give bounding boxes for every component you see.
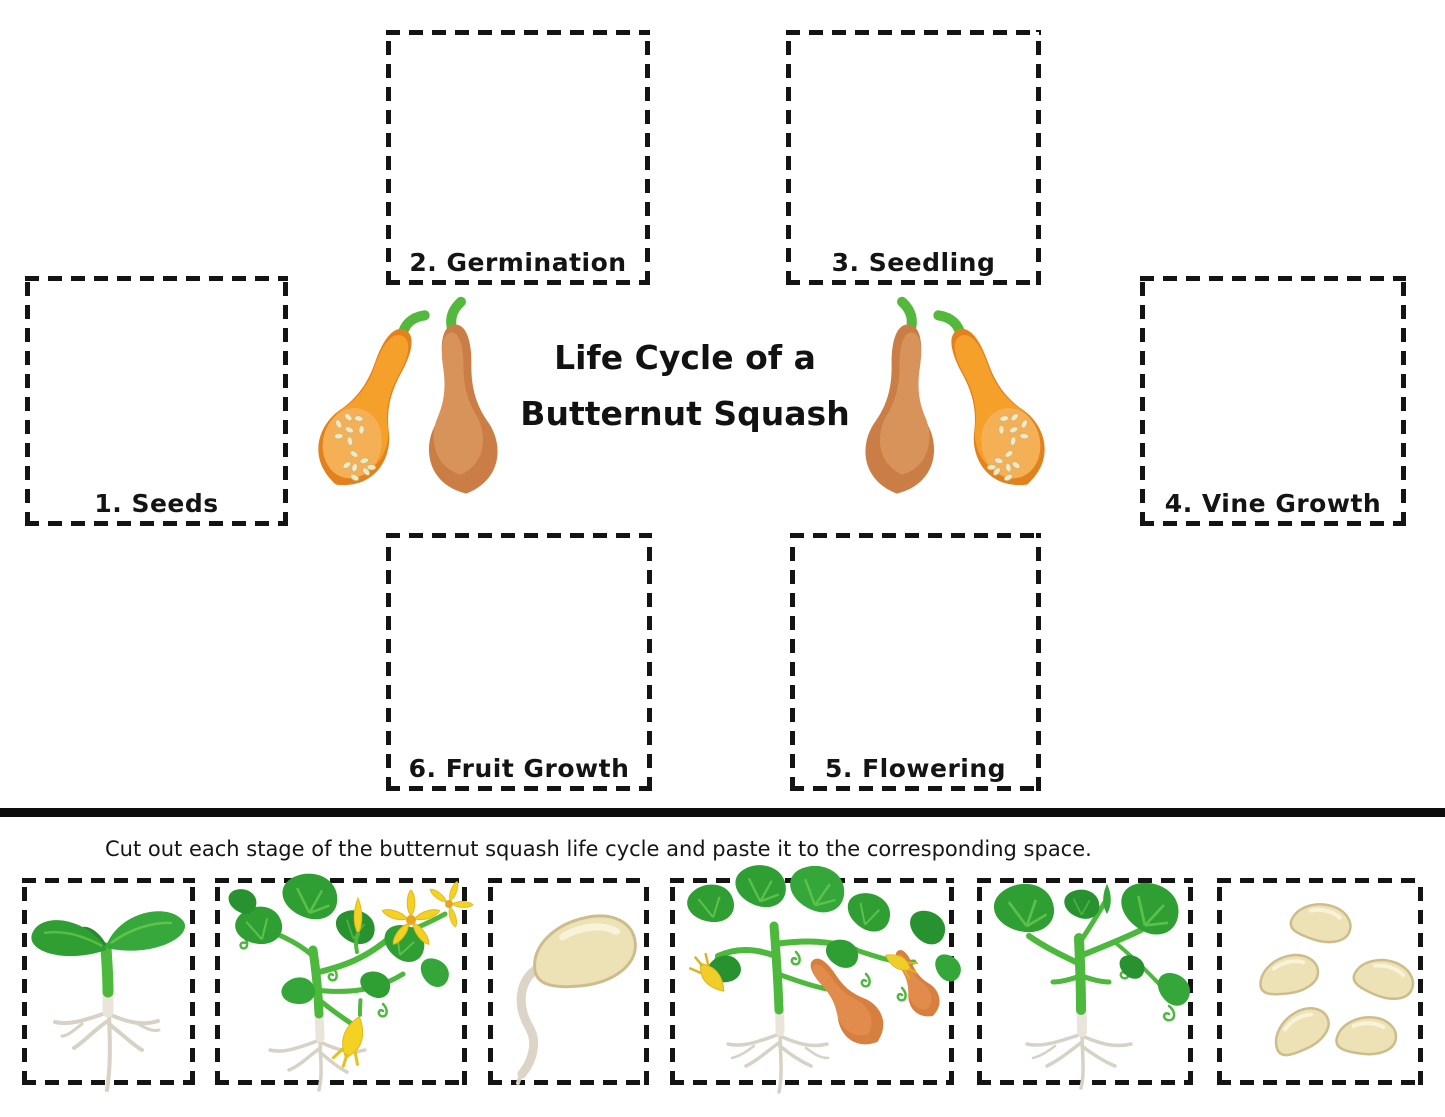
drop-zone-flowering[interactable]: 5. Flowering [790,533,1041,791]
seeds-illustration [1259,903,1415,1057]
butternut-squash-icon [318,296,498,494]
section-divider [0,808,1445,817]
page-title-line2: Butternut Squash [520,394,850,433]
drop-zone-label-vine-growth: 4. Vine Growth [1164,489,1382,518]
drop-zone-label-flowering: 5. Flowering [824,754,1007,783]
page-title: Life Cycle of a Butternut Squash [498,330,872,442]
butternut-squash-icon [865,296,1045,494]
drop-zone-label-fruit-growth: 6. Fruit Growth [408,754,630,783]
drop-zone-germination[interactable]: 2. Germination [386,30,650,285]
cutout-germination[interactable] [488,878,649,1085]
drop-zone-fruit-growth[interactable]: 6. Fruit Growth [386,533,652,791]
page-title-line1: Life Cycle of a [554,338,816,377]
drop-zone-seedling[interactable]: 3. Seedling [786,30,1041,285]
fruit-growth-plant-illustration [687,865,961,1094]
drop-zone-label-seedling: 3. Seedling [831,248,996,277]
cutout-seedling[interactable] [22,878,195,1092]
vine-growth-plant-illustration [993,882,1190,1090]
germinating-seed-illustration [516,914,637,1085]
butternut-squash-pair-illustration-left [301,294,513,516]
cutout-vine-growth[interactable] [977,878,1193,1090]
drop-zone-vine-growth[interactable]: 4. Vine Growth [1140,276,1406,526]
butternut-squash-pair-illustration-right [850,294,1062,516]
cutout-fruit-growth[interactable] [670,865,961,1094]
drop-zone-label-germination: 2. Germination [409,248,627,277]
cutout-seeds[interactable] [1217,878,1423,1085]
drop-zone-label-seeds: 1. Seeds [94,489,219,518]
drop-zone-seeds[interactable]: 1. Seeds [25,276,288,526]
seedling-illustration [31,911,185,1092]
cutout-flowering[interactable] [215,873,474,1092]
flowering-plant-illustration [228,873,474,1092]
instruction-text: Cut out each stage of the butternut squa… [105,837,1092,861]
